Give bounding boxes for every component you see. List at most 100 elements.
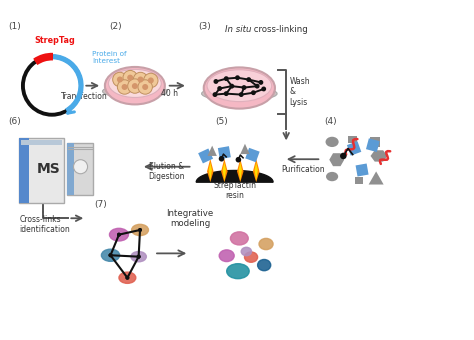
Circle shape	[261, 86, 266, 91]
Ellipse shape	[207, 70, 272, 102]
Ellipse shape	[109, 69, 161, 98]
Polygon shape	[356, 164, 369, 176]
Ellipse shape	[131, 252, 146, 262]
Polygon shape	[245, 148, 260, 162]
Text: (6): (6)	[9, 117, 21, 126]
Text: Cross-links
identification: Cross-links identification	[19, 215, 70, 234]
FancyBboxPatch shape	[20, 140, 62, 145]
FancyBboxPatch shape	[348, 136, 357, 142]
Polygon shape	[208, 146, 217, 156]
Text: StrepTag: StrepTag	[34, 36, 75, 45]
Ellipse shape	[245, 252, 257, 262]
Circle shape	[142, 84, 148, 90]
Circle shape	[224, 76, 228, 81]
Ellipse shape	[259, 238, 273, 250]
Text: Purification: Purification	[281, 165, 324, 174]
Polygon shape	[253, 159, 259, 182]
Polygon shape	[218, 146, 231, 159]
FancyBboxPatch shape	[19, 138, 64, 203]
Polygon shape	[238, 163, 242, 181]
Ellipse shape	[227, 264, 249, 279]
Text: 40 h: 40 h	[161, 89, 178, 98]
Circle shape	[246, 77, 251, 82]
Circle shape	[212, 92, 218, 97]
Text: (3): (3)	[198, 21, 211, 31]
Ellipse shape	[201, 86, 277, 101]
Circle shape	[148, 78, 154, 83]
Polygon shape	[237, 159, 244, 182]
Circle shape	[126, 276, 129, 280]
Circle shape	[255, 84, 260, 89]
Text: (5): (5)	[215, 117, 228, 126]
Polygon shape	[369, 171, 383, 185]
Polygon shape	[196, 170, 273, 182]
Text: MS: MS	[37, 162, 61, 176]
Ellipse shape	[119, 272, 136, 283]
Ellipse shape	[219, 250, 234, 261]
Circle shape	[217, 86, 222, 91]
Polygon shape	[255, 163, 258, 181]
Circle shape	[128, 79, 142, 93]
FancyBboxPatch shape	[370, 137, 380, 147]
Polygon shape	[329, 153, 344, 166]
Ellipse shape	[101, 249, 119, 261]
Circle shape	[137, 76, 144, 83]
Circle shape	[242, 85, 246, 90]
Circle shape	[117, 76, 123, 83]
Ellipse shape	[105, 67, 165, 104]
Polygon shape	[198, 149, 213, 164]
Polygon shape	[221, 159, 228, 182]
Ellipse shape	[132, 224, 148, 236]
Circle shape	[121, 84, 128, 90]
Circle shape	[224, 91, 228, 96]
Text: (7): (7)	[95, 200, 107, 208]
Ellipse shape	[241, 247, 252, 256]
Circle shape	[219, 156, 224, 162]
Circle shape	[137, 255, 141, 259]
Text: Protein of
Interest: Protein of Interest	[92, 51, 126, 64]
Ellipse shape	[102, 85, 167, 98]
Circle shape	[132, 83, 138, 89]
Ellipse shape	[326, 172, 338, 181]
Polygon shape	[207, 159, 214, 182]
Circle shape	[137, 255, 141, 259]
FancyBboxPatch shape	[67, 143, 74, 195]
Polygon shape	[223, 163, 226, 181]
Circle shape	[258, 80, 264, 85]
Text: (2): (2)	[109, 21, 122, 31]
Circle shape	[109, 253, 112, 257]
Text: (1): (1)	[9, 21, 21, 31]
FancyBboxPatch shape	[67, 143, 93, 195]
Circle shape	[137, 255, 141, 259]
Circle shape	[229, 84, 234, 89]
Circle shape	[117, 233, 121, 237]
FancyBboxPatch shape	[19, 138, 29, 203]
Polygon shape	[366, 138, 380, 152]
Text: Elution &
Digestion: Elution & Digestion	[148, 162, 185, 181]
Circle shape	[138, 228, 142, 232]
Ellipse shape	[326, 137, 338, 147]
Circle shape	[113, 72, 127, 87]
Circle shape	[123, 70, 137, 85]
Circle shape	[138, 80, 152, 94]
Polygon shape	[347, 141, 361, 156]
Text: Wash
&
Lysis: Wash & Lysis	[290, 77, 310, 107]
Polygon shape	[240, 144, 250, 154]
Circle shape	[73, 160, 88, 174]
Text: Transfection: Transfection	[61, 92, 108, 101]
Circle shape	[144, 73, 158, 88]
Circle shape	[109, 253, 112, 257]
Circle shape	[239, 92, 244, 97]
Text: (4): (4)	[325, 117, 337, 126]
Ellipse shape	[230, 232, 248, 245]
Polygon shape	[209, 163, 212, 181]
Polygon shape	[371, 150, 387, 162]
Circle shape	[251, 90, 256, 95]
Circle shape	[236, 157, 241, 163]
Circle shape	[126, 276, 129, 280]
Circle shape	[109, 253, 112, 257]
Text: In situ: In situ	[225, 25, 251, 34]
Circle shape	[118, 80, 132, 94]
Circle shape	[213, 79, 219, 84]
Circle shape	[127, 74, 133, 81]
